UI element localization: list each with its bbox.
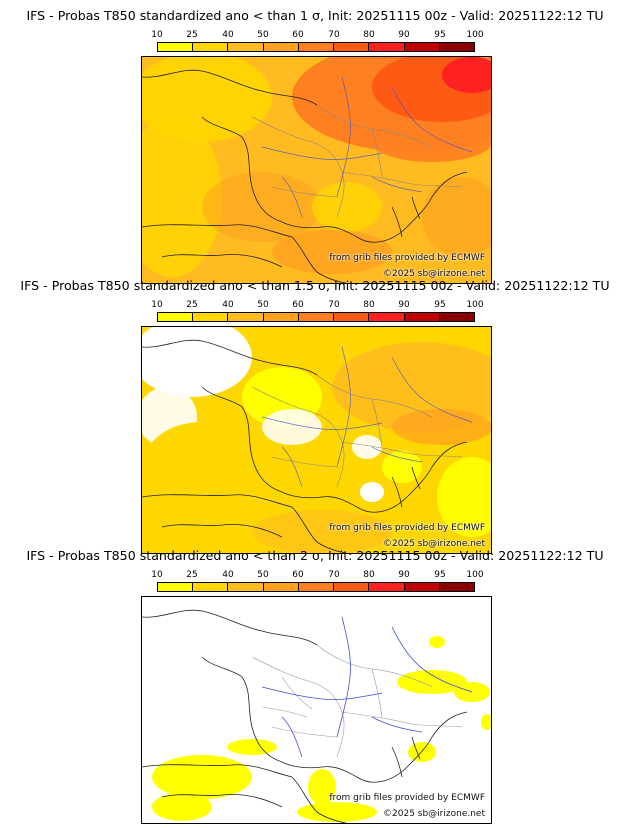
source-credit: from grib files provided by ECMWF	[329, 523, 485, 533]
colorbar-segment	[439, 43, 474, 51]
tick-label: 70	[328, 300, 340, 310]
colorbar-segment	[439, 583, 474, 591]
tick-label: 70	[328, 30, 340, 40]
tick-label: 50	[257, 30, 269, 40]
tick-label: 100	[466, 300, 484, 310]
tick-label: 10	[151, 30, 163, 40]
colorbar-segment	[228, 313, 264, 321]
tick-label: 60	[292, 300, 304, 310]
map-panel-2: IFS - Probas T850 standardized ano < tha…	[0, 278, 630, 554]
tick-label: 80	[363, 30, 375, 40]
map-field	[142, 327, 491, 553]
rivers	[261, 76, 473, 218]
colorbar-segment	[369, 313, 405, 321]
colorbar	[157, 582, 475, 592]
probability-map: from grib files provided by ECMWF ©2025 …	[141, 596, 492, 824]
borders	[251, 374, 463, 488]
colorbar-segment	[158, 583, 194, 591]
colorbar-segment	[263, 313, 299, 321]
tick-label: 50	[257, 300, 269, 310]
tick-label: 60	[292, 570, 304, 580]
colorbar-segment	[193, 43, 229, 51]
tick-label: 40	[222, 570, 234, 580]
colorbar-segment	[263, 583, 299, 591]
colorbar-segment	[193, 583, 229, 591]
tick-label: 70	[328, 570, 340, 580]
colorbar-segment	[334, 583, 370, 591]
tick-label: 50	[257, 570, 269, 580]
colorbar-segment	[193, 313, 229, 321]
source-credit: from grib files provided by ECMWF	[329, 253, 485, 263]
tick-label: 10	[151, 570, 163, 580]
colorbar-segment	[158, 43, 194, 51]
map-panel-3: IFS - Probas T850 standardized ano < tha…	[0, 548, 630, 824]
tick-label: 40	[222, 300, 234, 310]
colorbar-segment	[369, 583, 405, 591]
borders	[251, 104, 463, 218]
colorbar	[157, 42, 475, 52]
colorbar-segment	[298, 583, 335, 591]
colorbar-segment	[439, 313, 474, 321]
map-title: IFS - Probas T850 standardized ano < tha…	[20, 278, 610, 293]
colorbar-segment	[158, 313, 194, 321]
tick-label: 40	[222, 30, 234, 40]
tick-label: 25	[186, 570, 198, 580]
colorbar-segment	[369, 43, 405, 51]
colorbar-segment	[228, 583, 264, 591]
coastlines	[142, 609, 468, 823]
copyright-credit: ©2025 sb@irizone.net	[383, 269, 485, 279]
colorbar-segment	[263, 43, 299, 51]
source-credit: from grib files provided by ECMWF	[329, 793, 485, 803]
rivers	[261, 346, 473, 488]
colorbar-segment	[298, 43, 335, 51]
probability-map: from grib files provided by ECMWF ©2025 …	[141, 56, 492, 284]
tick-label: 90	[398, 570, 410, 580]
colorbar-segment	[404, 583, 440, 591]
tick-label: 25	[186, 300, 198, 310]
colorbar	[157, 312, 475, 322]
colorbar-ticks: 10 25 40 50 60 70 80 90 95 100	[151, 30, 483, 41]
tick-label: 80	[363, 570, 375, 580]
tick-label: 95	[434, 300, 446, 310]
colorbar-segment	[298, 313, 335, 321]
coastlines	[142, 339, 468, 553]
map-field	[142, 609, 491, 823]
tick-label: 80	[363, 300, 375, 310]
colorbar-ticks: 10 25 40 50 60 70 80 90 95 100	[151, 570, 483, 581]
colorbar-segment	[334, 43, 370, 51]
tick-label: 10	[151, 300, 163, 310]
colorbar-segment	[404, 313, 440, 321]
tick-label: 95	[434, 570, 446, 580]
map-panel-1: IFS - Probas T850 standardized ano < tha…	[0, 8, 630, 284]
tick-label: 95	[434, 30, 446, 40]
tick-label: 100	[466, 30, 484, 40]
map-title: IFS - Probas T850 standardized ano < tha…	[26, 8, 604, 23]
tick-label: 90	[398, 30, 410, 40]
colorbar-segment	[334, 313, 370, 321]
colorbar-ticks: 10 25 40 50 60 70 80 90 95 100	[151, 300, 483, 311]
copyright-credit: ©2025 sb@irizone.net	[383, 539, 485, 549]
map-field	[142, 57, 491, 283]
copyright-credit: ©2025 sb@irizone.net	[383, 809, 485, 819]
rivers	[261, 616, 473, 758]
tick-label: 100	[466, 570, 484, 580]
probability-map: from grib files provided by ECMWF ©2025 …	[141, 326, 492, 554]
tick-label: 25	[186, 30, 198, 40]
tick-label: 60	[292, 30, 304, 40]
colorbar-segment	[228, 43, 264, 51]
colorbar-segment	[404, 43, 440, 51]
coastlines	[142, 69, 468, 283]
map-title: IFS - Probas T850 standardized ano < tha…	[26, 548, 604, 563]
tick-label: 90	[398, 300, 410, 310]
